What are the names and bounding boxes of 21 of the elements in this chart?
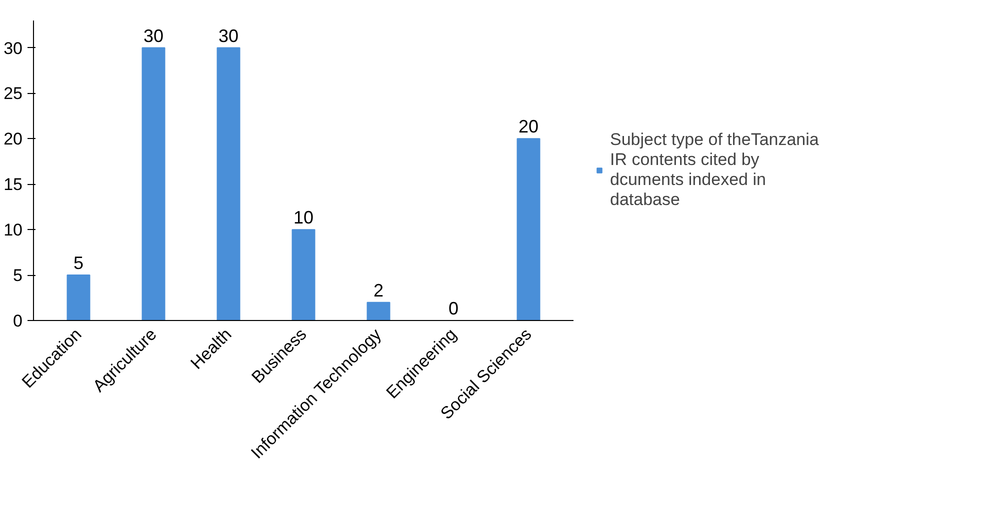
bar <box>292 229 316 320</box>
bar <box>516 138 540 320</box>
legend-label: Subject type of theTanzania IR contents cited by dcuments indexed in database <box>610 130 819 210</box>
y-tick-label: 30 <box>4 38 23 58</box>
y-tick-label: 15 <box>4 175 23 194</box>
bar <box>216 47 240 320</box>
data-label: 10 <box>293 208 314 228</box>
bar <box>66 274 90 320</box>
y-tick-label: 25 <box>4 84 23 104</box>
y-tick-label: 5 <box>13 266 23 286</box>
bar <box>142 47 166 320</box>
data-label: 30 <box>143 26 164 46</box>
data-label: 20 <box>518 116 539 137</box>
bar <box>366 302 390 320</box>
y-tick-label: 0 <box>13 312 23 330</box>
y-tick-label: 20 <box>4 130 23 149</box>
data-label: 30 <box>218 26 239 46</box>
data-label: 0 <box>448 298 459 318</box>
data-label: 2 <box>373 280 384 300</box>
y-tick-label: 10 <box>4 220 23 240</box>
data-label: 5 <box>73 253 84 274</box>
